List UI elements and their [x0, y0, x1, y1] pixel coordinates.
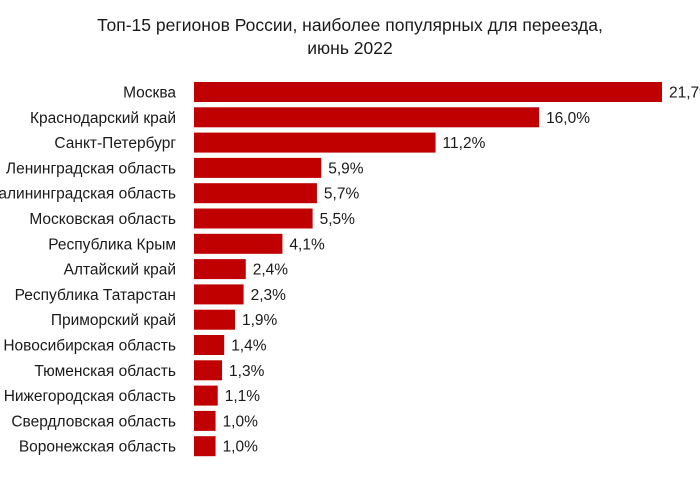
bar-воронежская-область [194, 436, 216, 457]
value-label-краснодарский-край: 16,0% [546, 110, 590, 127]
bar-ленинградская-область [194, 157, 322, 178]
bar-московская-область [194, 208, 313, 229]
value-label-новосибирская-область: 1,4% [231, 338, 267, 355]
bar-свердловская-область [194, 410, 216, 431]
value-label-ленинградская-область: 5,9% [328, 160, 364, 177]
category-label-краснодарский-край: Краснодарский край [30, 110, 176, 127]
value-label-республика-крым: 4,1% [289, 236, 325, 253]
category-label-ленинградская-область: Ленинградская область [6, 160, 176, 177]
category-label-санкт-петербург: Санкт-Петербург [54, 135, 176, 152]
bar-нижегородская-область [194, 385, 218, 406]
category-label-воронежская-область: Воронежская область [19, 439, 176, 456]
bar-москва [194, 82, 662, 102]
category-label-алтайский-край: Алтайский край [64, 262, 176, 279]
category-label-свердловская-область: Свердловская область [11, 413, 176, 430]
bar-алтайский-край [194, 259, 246, 280]
bar-тюменская-область [194, 360, 223, 381]
category-label-калининградская-область: Калининградская область [0, 186, 176, 203]
value-label-воронежская-область: 1,0% [223, 439, 259, 456]
category-label-приморский-край: Приморский край [51, 312, 176, 329]
value-label-приморский-край: 1,9% [242, 312, 278, 329]
value-label-алтайский-край: 2,4% [253, 262, 289, 279]
bar-санкт-петербург [194, 132, 436, 153]
value-label-москва: 21,7% [669, 85, 700, 102]
category-label-нижегородская-область: Нижегородская область [4, 388, 176, 405]
category-label-республика-крым: Республика Крым [48, 236, 176, 253]
category-label-москва: Москва [123, 85, 176, 102]
value-label-свердловская-область: 1,0% [223, 413, 259, 430]
category-label-новосибирская-область: Новосибирская область [3, 338, 176, 355]
value-label-республика-татарстан: 2,3% [251, 287, 287, 304]
chart-title: Топ-15 регионов России, наиболее популяр… [97, 15, 603, 35]
bar-калининградская-область [194, 183, 317, 204]
value-label-московская-область: 5,5% [320, 211, 356, 228]
value-label-тюменская-область: 1,3% [229, 363, 265, 380]
value-label-санкт-петербург: 11,2% [443, 135, 486, 152]
value-label-калининградская-область: 5,7% [324, 186, 360, 203]
bar-республика-крым [194, 233, 283, 254]
category-label-московская-область: Московская область [29, 211, 176, 228]
category-label-тюменская-область: Тюменская область [34, 363, 176, 380]
category-label-республика-татарстан: Республика Татарстан [15, 287, 176, 304]
bar-краснодарский-край [194, 107, 540, 128]
bar-республика-татарстан [194, 284, 244, 305]
chart-subtitle: июнь 2022 [307, 38, 393, 58]
bar-новосибирская-область [194, 335, 225, 355]
bar-приморский-край [194, 309, 235, 330]
value-label-нижегородская-область: 1,1% [225, 388, 261, 405]
